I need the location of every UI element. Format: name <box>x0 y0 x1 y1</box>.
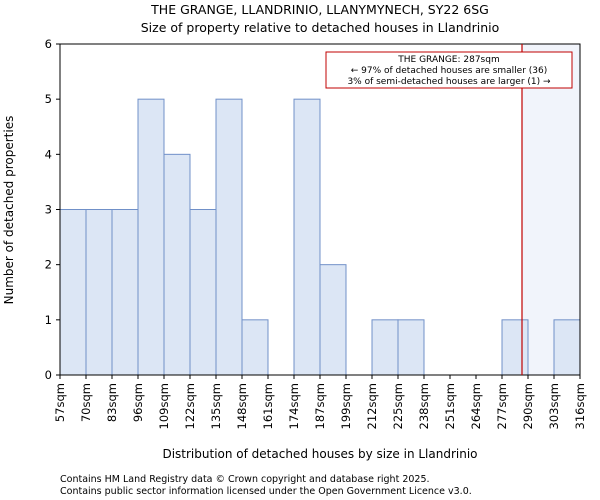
y-tick-label: 5 <box>45 92 52 106</box>
y-tick-label: 0 <box>45 368 52 382</box>
x-tick-label: 96sqm <box>131 383 145 422</box>
x-tick-label: 290sqm <box>521 383 535 429</box>
bars-group <box>59 98 581 376</box>
annotation-box <box>325 51 573 89</box>
footer-line-2: Contains public sector information licen… <box>60 486 472 497</box>
bar-187sqm <box>319 264 347 376</box>
x-tick-label: 83sqm <box>105 383 119 422</box>
x-tick-label: 225sqm <box>391 383 405 429</box>
x-tick-label: 70sqm <box>79 383 93 422</box>
x-tick-label: 57sqm <box>53 383 67 422</box>
y-tick-label: 6 <box>45 37 52 51</box>
x-tick-label: 238sqm <box>417 383 431 429</box>
bar-70sqm <box>85 209 113 376</box>
y-axis-label: Number of detached properties <box>2 116 16 305</box>
x-tick-label: 212sqm <box>365 383 379 429</box>
bar-135sqm <box>215 98 243 376</box>
x-axis-label: Distribution of detached houses by size … <box>162 447 477 461</box>
y-tick-label: 1 <box>45 313 52 327</box>
y-axis: 0 1 2 3 4 5 6 <box>45 37 60 382</box>
bar-277sqm <box>501 319 529 376</box>
bar-109sqm <box>163 153 191 376</box>
x-tick-label: 135sqm <box>209 383 223 429</box>
chart-title: THE GRANGE, LLANDRINIO, LLANYMYNECH, SY2… <box>150 2 489 17</box>
x-tick-label: 161sqm <box>261 383 275 429</box>
bar-225sqm <box>397 319 425 376</box>
x-tick-label: 109sqm <box>157 383 171 429</box>
x-tick-label: 303sqm <box>547 383 561 429</box>
bar-303sqm <box>553 319 581 376</box>
y-tick-label: 2 <box>45 258 52 272</box>
y-tick-label: 3 <box>45 203 52 217</box>
x-tick-label: 148sqm <box>235 383 249 429</box>
x-tick-label: 187sqm <box>313 383 327 429</box>
bar-212sqm <box>371 319 399 376</box>
x-tick-label: 199sqm <box>339 383 353 429</box>
x-tick-label: 174sqm <box>287 383 301 429</box>
annotation-line-3: 3% of semi-detached houses are larger (1… <box>347 77 551 87</box>
annotation-line-1: THE GRANGE: 287sqm <box>397 55 499 65</box>
x-tick-label: 316sqm <box>573 383 587 429</box>
bar-148sqm <box>241 319 269 376</box>
x-tick-label: 277sqm <box>495 383 509 429</box>
bar-96sqm <box>137 98 165 376</box>
bar-57sqm <box>59 209 87 376</box>
bar-83sqm <box>111 209 139 376</box>
footer-line-1: Contains HM Land Registry data © Crown c… <box>60 474 430 485</box>
bar-174sqm <box>293 98 321 376</box>
x-tick-label: 251sqm <box>443 383 457 429</box>
annotation-line-2: ← 97% of detached houses are smaller (36… <box>351 66 548 76</box>
bar-122sqm <box>189 209 217 376</box>
x-tick-label: 264sqm <box>469 383 483 429</box>
x-axis: 57sqm 70sqm 83sqm 96sqm 109sqm 122sqm 135sqm 14… <box>53 375 587 429</box>
annotation: THE GRANGE: 287sqm ← 97% of detached hou… <box>325 51 573 89</box>
plot-frame <box>59 43 581 376</box>
x-tick-label: 122sqm <box>183 383 197 429</box>
chart-subtitle: Size of property relative to detached ho… <box>141 20 500 35</box>
y-tick-label: 4 <box>45 147 52 161</box>
